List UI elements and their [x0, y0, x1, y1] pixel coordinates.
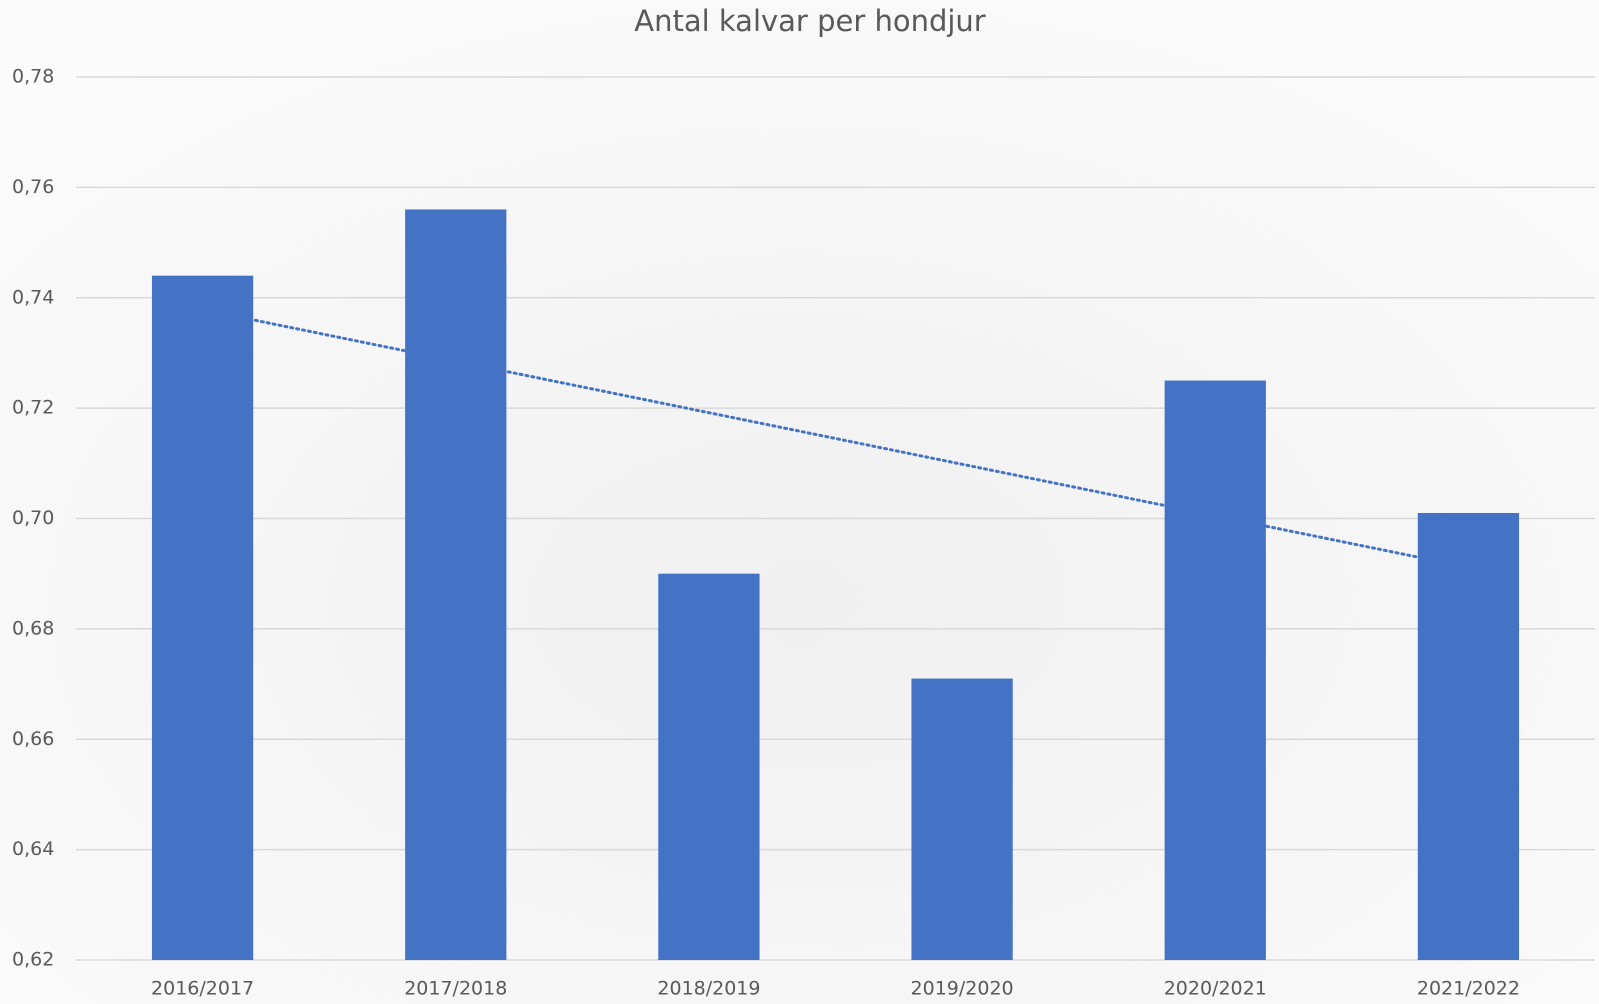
y-tick-label: 0,74	[12, 286, 54, 308]
y-tick-label: 0,70	[12, 507, 54, 529]
y-tick-label: 0,62	[12, 949, 54, 971]
bar	[151, 275, 254, 960]
bar	[1417, 512, 1520, 960]
chart-title: Antal kalvar per hondjur	[634, 4, 986, 38]
y-tick-label: 0,76	[12, 176, 54, 198]
y-tick-label: 0,66	[12, 728, 54, 750]
bar	[911, 678, 1013, 960]
x-tick-label: 2020/2021	[1164, 978, 1267, 1000]
y-tick-label: 0,72	[12, 397, 54, 419]
bar	[1164, 380, 1266, 960]
x-tick-label: 2021/2022	[1417, 978, 1520, 1000]
y-tick-label: 0,68	[12, 617, 54, 639]
x-tick-label: 2018/2019	[657, 978, 760, 1000]
x-tick-label: 2016/2017	[151, 978, 254, 1000]
trendline	[201, 308, 1470, 569]
y-tick-label: 0,64	[12, 838, 54, 860]
bar	[658, 573, 760, 960]
x-tick-label: 2019/2020	[911, 978, 1014, 1000]
bar	[405, 209, 507, 960]
x-tick-label: 2017/2018	[404, 978, 507, 1000]
y-tick-label: 0,78	[12, 66, 54, 88]
